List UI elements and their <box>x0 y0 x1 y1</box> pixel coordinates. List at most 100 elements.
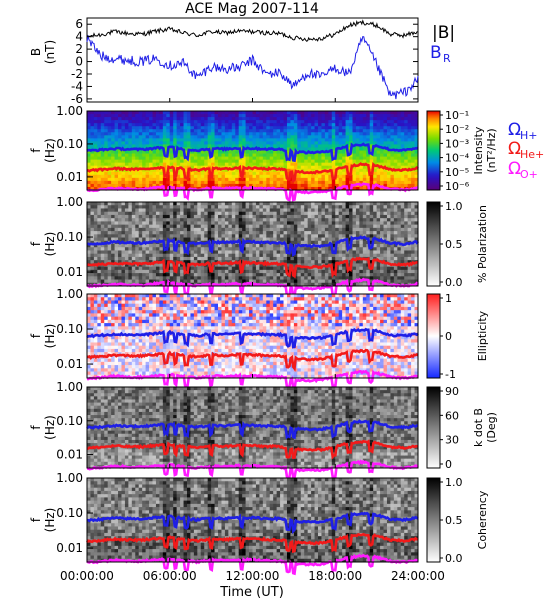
colorbar-tick-label: 0.5 <box>445 514 463 527</box>
colorbar-tick-label: 10⁻¹ <box>445 109 469 122</box>
spectrogram-panel-ellipticity: 1.00 0.10 0.01 f (Hz) 1 0 -1 Ellipticity <box>29 287 489 392</box>
legend-omega-symbol: Ω <box>508 139 521 159</box>
figure-title: ACE Mag 2007-114 <box>185 1 319 17</box>
y-axis-label: f <box>29 425 43 430</box>
x-tick-labels: 00:00:00 06:00:00 12:00:00 18:00:00 24:00:00 <box>60 569 445 583</box>
y-tick-label: 0.10 <box>56 506 83 520</box>
colorbar-label: k dot B <box>472 408 485 447</box>
colorbar <box>426 477 441 563</box>
y-axis-label: f <box>29 148 43 153</box>
y-tick-label: 1.00 <box>56 104 83 118</box>
y-tick-label: 1.00 <box>56 287 83 301</box>
x-tick-label: 06:00:00 <box>143 569 197 583</box>
colorbar-label: Coherency <box>476 490 489 549</box>
colorbar-tick-label: 0.0 <box>445 276 463 289</box>
spectrogram-cells <box>87 294 419 379</box>
colorbar-tick-label: 0 <box>445 330 452 343</box>
spectrogram-panel-intensity: 1.00 0.10 0.01 f (Hz) 10⁻¹10⁻²10⁻³ 10⁻⁴10⁻⁵10⁻… <box>29 104 544 202</box>
colorbar-tick-label: 0.0 <box>445 552 463 565</box>
colorbar-unit: (Deg) <box>485 412 498 443</box>
omega-he-line <box>86 161 419 183</box>
omega-h-line <box>86 142 419 163</box>
y-tick-label: 0.10 <box>56 137 83 151</box>
colorbar-tick-label: 1.0 <box>445 200 463 213</box>
y-tick-label: 2 <box>75 42 83 56</box>
gyrofrequency-legend: Ω H+Ω He+Ω O+ <box>508 120 544 181</box>
y-tick-label: 1.00 <box>56 195 83 209</box>
legend-omega-symbol: Ω <box>508 120 521 140</box>
colorbar-label: Intensity <box>472 126 485 174</box>
legend-b-total: |B| <box>432 23 455 43</box>
colorbar-tick-label: 10⁻⁴ <box>445 152 470 165</box>
legend-b-r: B <box>430 43 442 63</box>
colorbar-tick-label: -1 <box>445 368 456 381</box>
colorbar <box>426 386 441 469</box>
y-tick-label: 4 <box>75 30 83 44</box>
x-tick-label: 24:00:00 <box>391 569 445 583</box>
colorbar-tick-label: 0 <box>445 458 452 471</box>
y-tick-label: 0.10 <box>56 230 83 244</box>
y-tick-label: 0.01 <box>56 541 83 555</box>
y-tick-label: 0.01 <box>56 448 83 462</box>
y-tick-label: 1.00 <box>56 380 83 394</box>
y-tick-label: -6 <box>71 92 83 106</box>
omega-he-line <box>86 348 419 372</box>
colorbar-tick-label: 10⁻² <box>445 123 469 136</box>
y-tick-label: -2 <box>71 67 83 81</box>
y-tick-label: 0.10 <box>56 322 83 336</box>
colorbar-tick-label: 10⁻³ <box>445 137 469 150</box>
colorbar-tick-label: 1 <box>445 292 452 305</box>
y-axis-label: f <box>29 241 43 246</box>
omega-he-line <box>86 532 419 554</box>
y-tick-label: 0 <box>75 55 83 69</box>
colorbar <box>426 110 441 191</box>
y-axis-unit: (Hz) <box>43 324 57 349</box>
y-tick-label: 6 <box>75 17 83 31</box>
omega-h-line <box>86 511 419 535</box>
colorbar-tick-label: 10⁻⁶ <box>445 180 470 193</box>
legend-ion-label: He+ <box>520 148 544 161</box>
colorbar-tick-label: 90 <box>445 385 459 398</box>
y-tick-label: -4 <box>71 79 83 93</box>
omega-h-line <box>86 419 418 440</box>
series-line-b-r <box>86 35 419 100</box>
y-axis-label: f <box>29 333 43 338</box>
y-axis-unit: (nT) <box>43 40 57 64</box>
x-tick-label: 00:00:00 <box>60 569 114 583</box>
spectrogram-panel-coherency: 1.00 0.10 0.01 f (Hz) 1.0 0.5 0.0 Coherency <box>29 471 489 576</box>
colorbar-tick-label: 60 <box>445 409 459 422</box>
y-tick-label: 0.01 <box>56 170 83 184</box>
omega-he-line <box>86 256 418 279</box>
legend-ion-label: O+ <box>520 168 538 181</box>
y-axis-unit: (Hz) <box>43 508 57 533</box>
colorbar-unit: (nT²/Hz) <box>485 128 498 172</box>
x-tick-label: 12:00:00 <box>226 569 280 583</box>
y-axis-label: B <box>29 48 43 56</box>
omega-h-line <box>86 327 419 349</box>
colorbar <box>426 201 441 287</box>
colorbar-tick-label: 1.0 <box>445 476 463 489</box>
legend-omega-symbol: Ω <box>508 159 521 179</box>
colorbar-tick-label: 30 <box>445 434 459 447</box>
y-tick-label: 0.01 <box>56 357 83 371</box>
legend-b-r-subscript: R <box>443 52 451 65</box>
spectrogram-panel-kdotb: 1.00 0.10 0.01 f (Hz) 90 60 30 0 k dot B (Deg) <box>29 380 498 480</box>
colorbar-label: Ellipticity <box>476 310 489 361</box>
x-axis-label: Time (UT) <box>219 585 284 600</box>
y-axis-unit: (Hz) <box>43 138 57 163</box>
colorbar-tick-label: 10⁻⁵ <box>445 166 469 179</box>
y-tick-label: 0.01 <box>56 265 83 279</box>
y-axis-unit: (Hz) <box>43 232 57 257</box>
x-tick-label: 18:00:00 <box>308 569 362 583</box>
y-tick-label: 1.00 <box>56 471 83 485</box>
series-line-b-total <box>86 19 419 42</box>
omega-he-line <box>86 439 419 460</box>
y-tick-label: 0.10 <box>56 414 83 428</box>
colorbar <box>426 293 441 379</box>
spectrogram-panel-polarization: 1.00 0.10 0.01 f (Hz) 1.0 0.5 0.0 % Polarization <box>29 195 489 300</box>
colorbar-label: % Polarization <box>476 205 489 283</box>
y-axis-label: f <box>29 517 43 522</box>
omega-h-line <box>86 235 419 257</box>
